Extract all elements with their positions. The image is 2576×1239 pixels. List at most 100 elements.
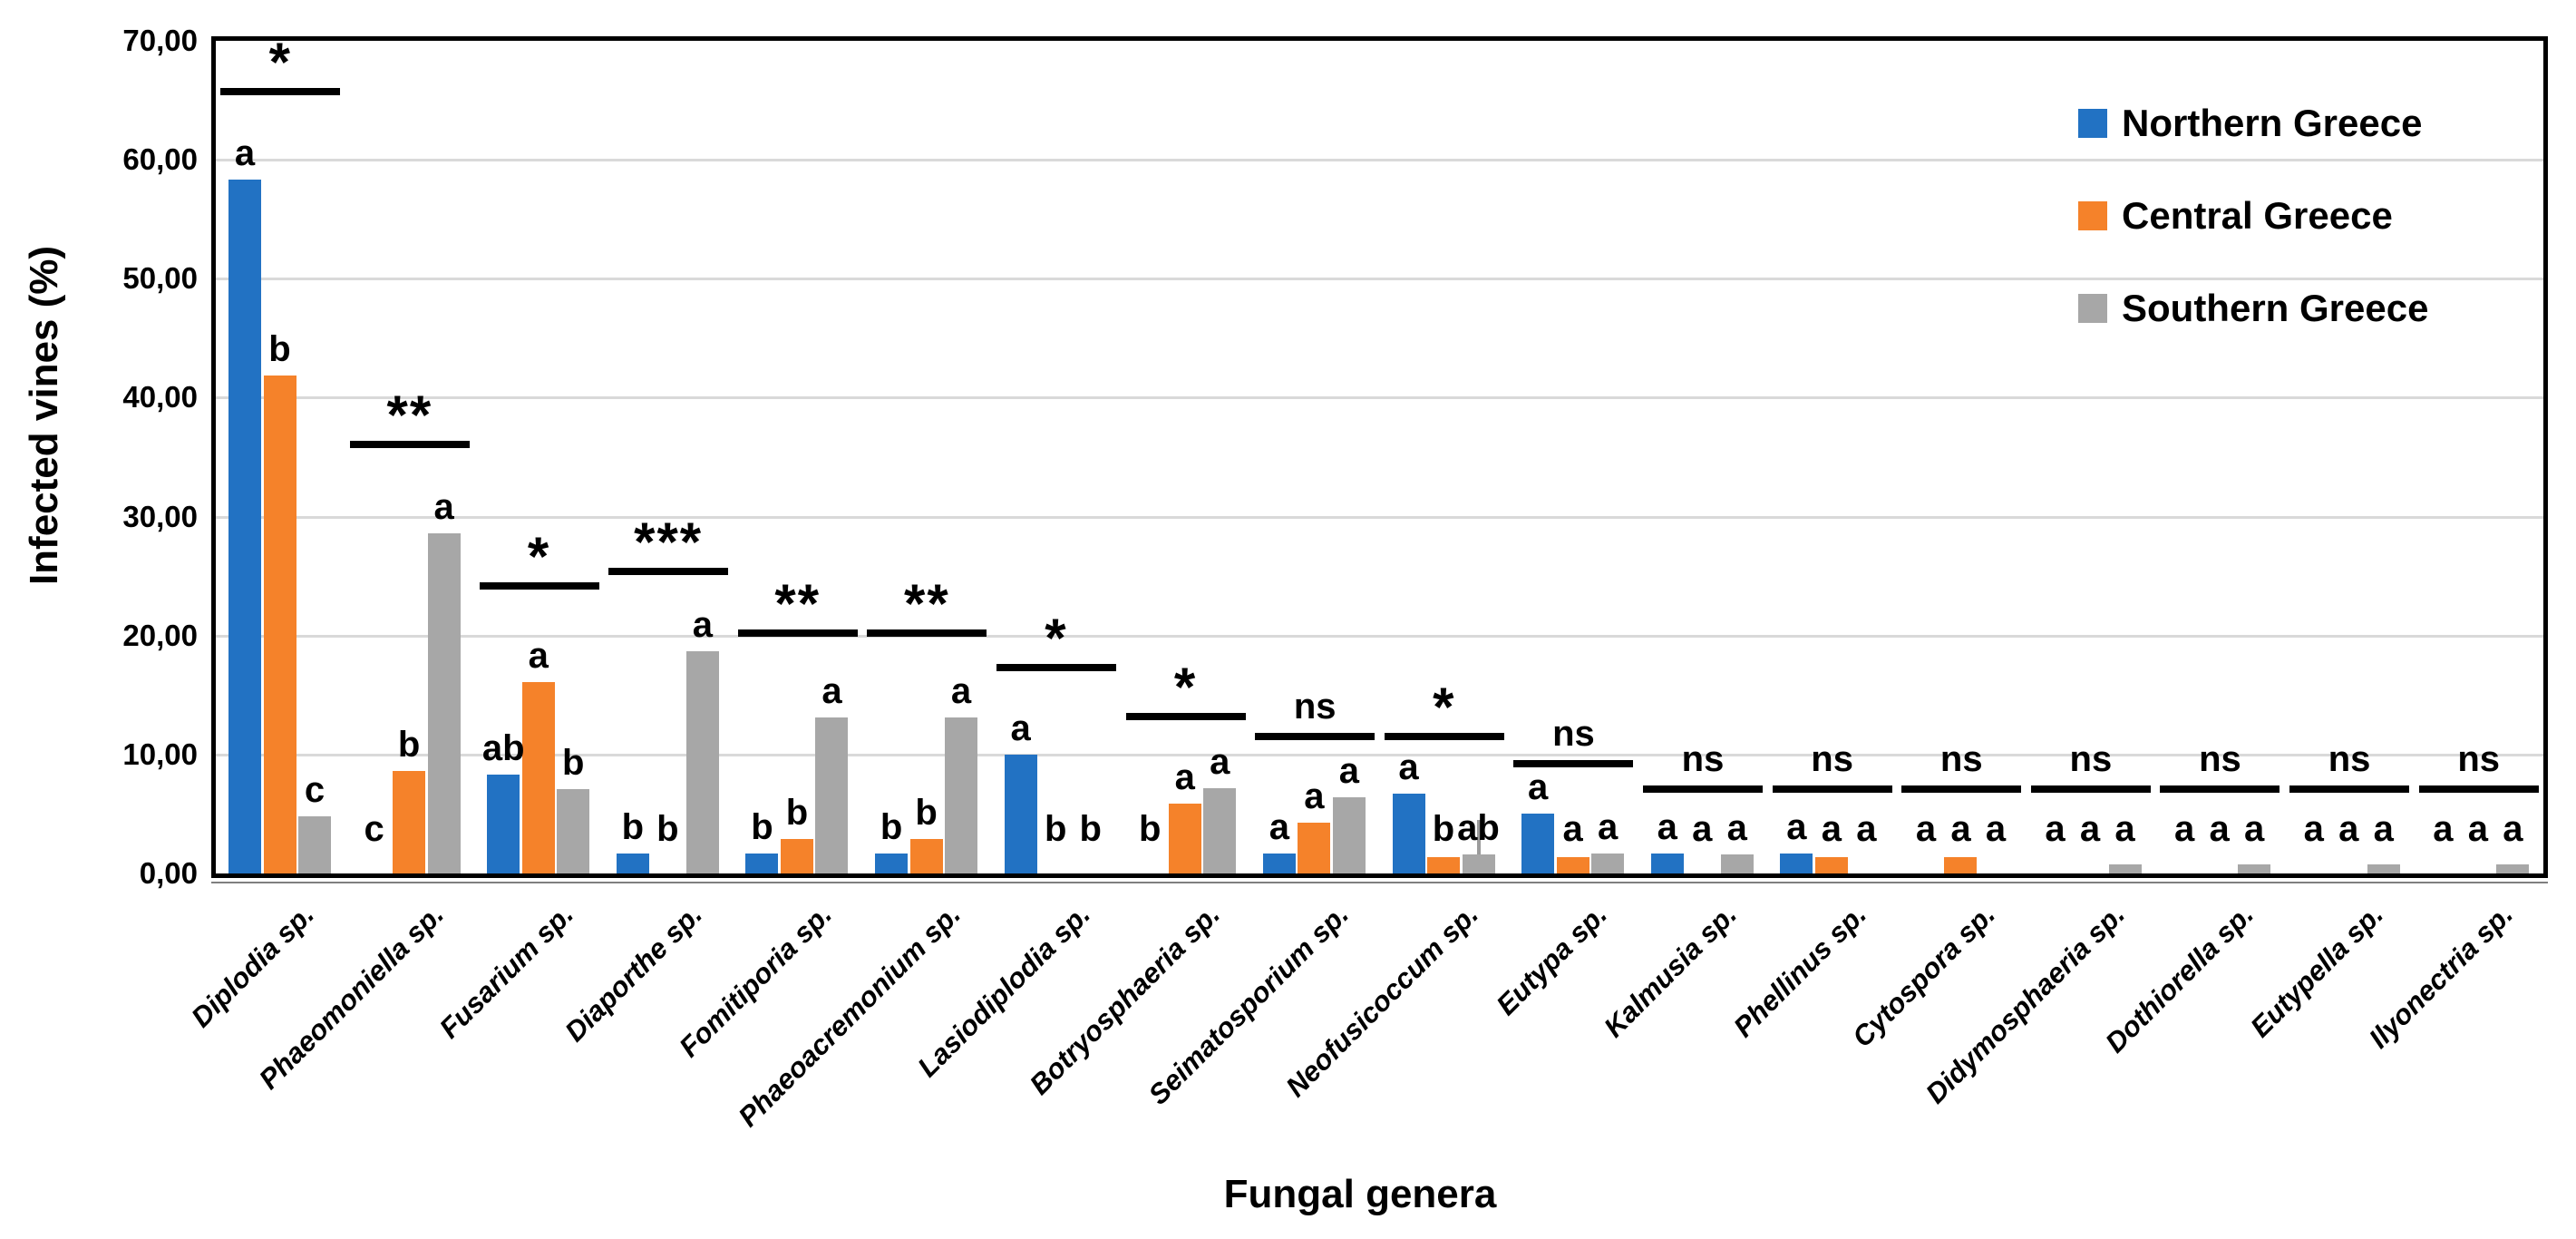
bar-central-greece-botryosphaeria-sp <box>1168 803 1201 873</box>
bar-northern-greece-seimatosporium-sp <box>1262 853 1296 873</box>
bar-central-greece-fusarium-sp <box>521 681 555 873</box>
letter-label: b <box>621 806 645 847</box>
legend-label: Central Greece <box>2122 194 2393 237</box>
letter-label: a <box>2433 809 2454 849</box>
significance-line <box>479 581 599 590</box>
letter-label: ab <box>481 728 525 769</box>
letter-label: b <box>268 328 291 369</box>
significance-line <box>349 440 470 448</box>
significance-label: * <box>1173 656 1198 717</box>
letter-label: a <box>1985 809 2007 849</box>
bar-central-greece-seimatosporium-sp <box>1298 822 1331 873</box>
legend-item-central-greece: Central Greece <box>2078 183 2428 249</box>
letter-label: a <box>1821 809 1842 849</box>
letter-label: a <box>1174 756 1195 797</box>
bar-central-greece-cytospora-sp <box>1944 856 1978 873</box>
gridline-10 <box>216 753 2543 756</box>
bar-southern-greece-fusarium-sp <box>557 788 590 873</box>
bar-southern-greece-phaeoacremonium-sp <box>945 717 978 873</box>
y-tick-label: 30,00 <box>122 499 198 533</box>
significance-line <box>2418 785 2539 793</box>
x-category-label: Eutypa sp. <box>1490 898 1614 1021</box>
x-category-label: Eutypella sp. <box>2244 898 2390 1044</box>
legend-swatch-southern-greece <box>2078 294 2107 323</box>
letter-label: a <box>1338 751 1359 792</box>
letter-label: b <box>1079 809 1102 849</box>
letter-label: a <box>950 671 972 712</box>
significance-label: ** <box>774 573 821 635</box>
letter-label: b <box>1044 809 1067 849</box>
significance-label: ns <box>2069 738 2113 779</box>
significance-line <box>1513 760 1634 768</box>
x-category-label: Lasiodiplodia sp. <box>911 898 1097 1084</box>
letter-label: c <box>304 770 326 811</box>
bar-central-greece-eutypa-sp <box>1556 856 1589 873</box>
letter-label: a <box>1562 809 1583 849</box>
letter-label: a <box>1657 806 1677 847</box>
letter-label: a <box>433 486 454 527</box>
y-tick-label: 50,00 <box>122 261 198 296</box>
significance-line <box>1772 785 1892 793</box>
letter-label: b <box>915 792 938 833</box>
bar-central-greece-phellinus-sp <box>1814 856 1848 873</box>
letter-label: a <box>528 635 549 676</box>
letter-label: a <box>2503 809 2523 849</box>
bar-southern-greece-eutypella-sp <box>2367 863 2400 873</box>
letter-label: a <box>2467 809 2488 849</box>
letter-label: a <box>2209 809 2230 849</box>
significance-line <box>1384 733 1504 741</box>
significance-line <box>608 567 729 575</box>
letter-label: a <box>1692 809 1713 849</box>
significance-label: * <box>527 525 551 587</box>
x-category-label: Botryosphaeria sp. <box>1023 898 1226 1101</box>
letter-label: b <box>1139 809 1162 849</box>
significance-line <box>1901 785 2022 793</box>
x-category-label: Phaeomoniella sp. <box>252 898 450 1096</box>
gridline-30 <box>216 515 2543 519</box>
bar-southern-greece-eutypa-sp <box>1591 853 1625 873</box>
significance-label: * <box>268 32 292 93</box>
bar-southern-greece-ilyonectria-sp <box>2496 863 2530 873</box>
y-tick-label: 0,00 <box>139 856 198 890</box>
y-tick-label: 40,00 <box>122 380 198 415</box>
legend-item-northern-greece: Northern Greece <box>2078 91 2428 156</box>
significance-label: ns <box>2199 738 2241 779</box>
significance-label: ** <box>386 384 433 445</box>
bar-northern-greece-diaporthe-sp <box>616 853 649 873</box>
bar-northern-greece-fomitiporia-sp <box>745 853 779 873</box>
letter-label: ab <box>1457 808 1500 849</box>
x-axis-title: Fungal genera <box>1223 1172 1497 1216</box>
legend-swatch-northern-greece <box>2078 109 2107 138</box>
letter-label: b <box>397 725 421 766</box>
letter-label: a <box>1915 809 1937 849</box>
letter-label: b <box>656 809 679 849</box>
bar-central-greece-phaeoacremonium-sp <box>909 838 943 873</box>
legend-item-southern-greece: Southern Greece <box>2078 276 2428 341</box>
bar-northern-greece-phaeoacremonium-sp <box>875 853 909 873</box>
plot-frame <box>211 36 2548 878</box>
letter-label: b <box>785 792 809 833</box>
bar-northern-greece-eutypa-sp <box>1521 814 1555 873</box>
y-tick-label: 20,00 <box>122 618 198 652</box>
bar-northern-greece-kalmusia-sp <box>1650 853 1684 873</box>
bar-southern-greece-diplodia-sp <box>298 816 331 873</box>
x-category-label: Kalmusia sp. <box>1598 898 1744 1044</box>
letter-label: a <box>821 671 842 712</box>
bar-central-greece-fomitiporia-sp <box>780 838 813 873</box>
x-category-label: Dothiorella sp. <box>2099 898 2260 1059</box>
letter-label: b <box>880 806 903 847</box>
bar-northern-greece-fusarium-sp <box>487 775 520 873</box>
significance-line <box>1125 712 1246 720</box>
gridline-60 <box>216 159 2543 162</box>
significance-label: ns <box>1811 738 1853 779</box>
y-tick-label: 70,00 <box>122 24 198 57</box>
significance-label: * <box>1433 677 1456 738</box>
bar-southern-greece-neofusicoccum-sp <box>1462 854 1495 873</box>
letter-label: a <box>2114 809 2135 849</box>
significance-label: ns <box>1293 687 1337 727</box>
letter-label: a <box>1950 809 1971 849</box>
significance-label: * <box>1045 608 1068 669</box>
legend-label: Northern Greece <box>2122 102 2423 144</box>
gridline-20 <box>216 634 2543 638</box>
